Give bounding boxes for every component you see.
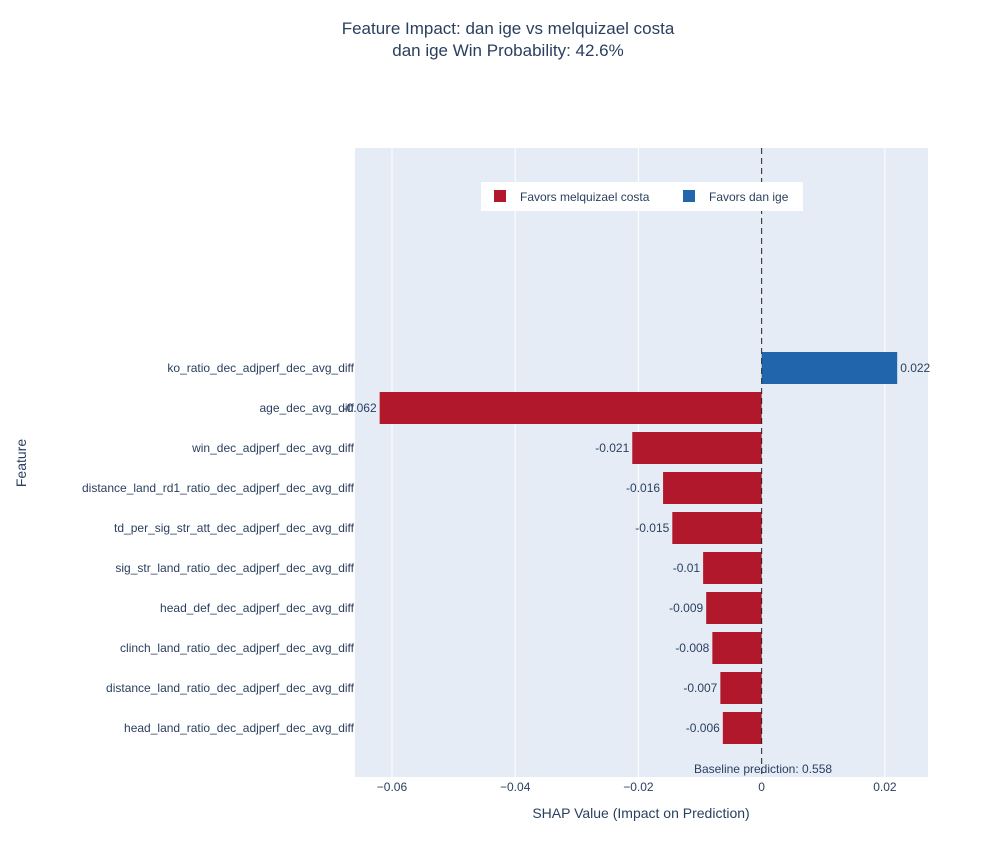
- legend-box: [481, 182, 803, 211]
- y-tick-label: head_def_dec_adjperf_dec_avg_diff: [160, 601, 355, 615]
- legend-swatch-dan-ige: [683, 190, 695, 202]
- legend-label-melquizael-costa: Favors melquizael costa: [520, 190, 650, 204]
- bar: [722, 712, 762, 744]
- legend-swatch-melquizael-costa: [494, 190, 506, 202]
- x-tick-label: −0.04: [500, 780, 531, 794]
- y-tick-label: ko_ratio_dec_adjperf_dec_avg_diff: [167, 361, 354, 375]
- y-tick-label: clinch_land_ratio_dec_adjperf_dec_avg_di…: [120, 641, 355, 655]
- bar: [703, 552, 762, 584]
- chart-subtitle: dan ige Win Probability: 42.6%: [392, 41, 624, 60]
- bar-value-label: -0.006: [686, 721, 720, 735]
- x-tick-label: −0.06: [377, 780, 408, 794]
- bar-value-labels: 0.022 -0.062 -0.021 -0.016 -0.015 -0.01 -0.009…: [343, 361, 931, 735]
- bar-value-label: -0.021: [595, 441, 629, 455]
- bar: [706, 592, 762, 624]
- y-tick-label: td_per_sig_str_att_dec_adjperf_dec_avg_d…: [114, 521, 355, 535]
- bar-value-label: -0.062: [343, 401, 377, 415]
- bar-value-label: -0.007: [683, 681, 717, 695]
- bar: [663, 472, 762, 504]
- x-axis-title: SHAP Value (Impact on Prediction): [532, 805, 749, 821]
- bar: [720, 672, 762, 704]
- y-tick-labels: ko_ratio_dec_adjperf_dec_avg_diff age_dec…: [82, 361, 355, 735]
- y-tick-label: head_land_ratio_dec_adjperf_dec_avg_diff: [124, 721, 355, 735]
- x-tick-label: 0: [758, 780, 765, 794]
- y-tick-label: age_dec_avg_diff: [259, 401, 354, 415]
- y-tick-label: sig_str_land_ratio_dec_adjperf_dec_avg_d…: [115, 561, 354, 575]
- y-tick-label: win_dec_adjperf_dec_avg_diff: [191, 441, 355, 455]
- bar-value-label: -0.015: [635, 521, 669, 535]
- bar-value-label: -0.009: [669, 601, 703, 615]
- chart-title: Feature Impact: dan ige vs melquizael co…: [342, 19, 675, 38]
- x-tick-labels: −0.06 −0.04 −0.02 0 0.02: [377, 780, 897, 794]
- bar-value-label: 0.022: [900, 361, 930, 375]
- bar-value-label: -0.01: [673, 561, 701, 575]
- bars: [379, 352, 898, 744]
- bar: [379, 392, 762, 424]
- y-tick-label: distance_land_ratio_dec_adjperf_dec_avg_…: [106, 681, 355, 695]
- bar: [632, 432, 762, 464]
- bar: [672, 512, 762, 544]
- x-tick-label: −0.02: [623, 780, 654, 794]
- x-tick-label: 0.02: [873, 780, 897, 794]
- bar-value-label: -0.008: [675, 641, 709, 655]
- baseline-annotation: Baseline prediction: 0.558: [694, 762, 832, 776]
- bar: [712, 632, 762, 664]
- y-tick-label: distance_land_rd1_ratio_dec_adjperf_dec_…: [82, 481, 355, 495]
- legend: Favors melquizael costa Favors dan ige: [481, 182, 803, 211]
- bar-value-label: -0.016: [626, 481, 660, 495]
- legend-label-dan-ige: Favors dan ige: [709, 190, 789, 204]
- bar: [761, 352, 898, 384]
- y-axis-title: Feature: [13, 439, 29, 487]
